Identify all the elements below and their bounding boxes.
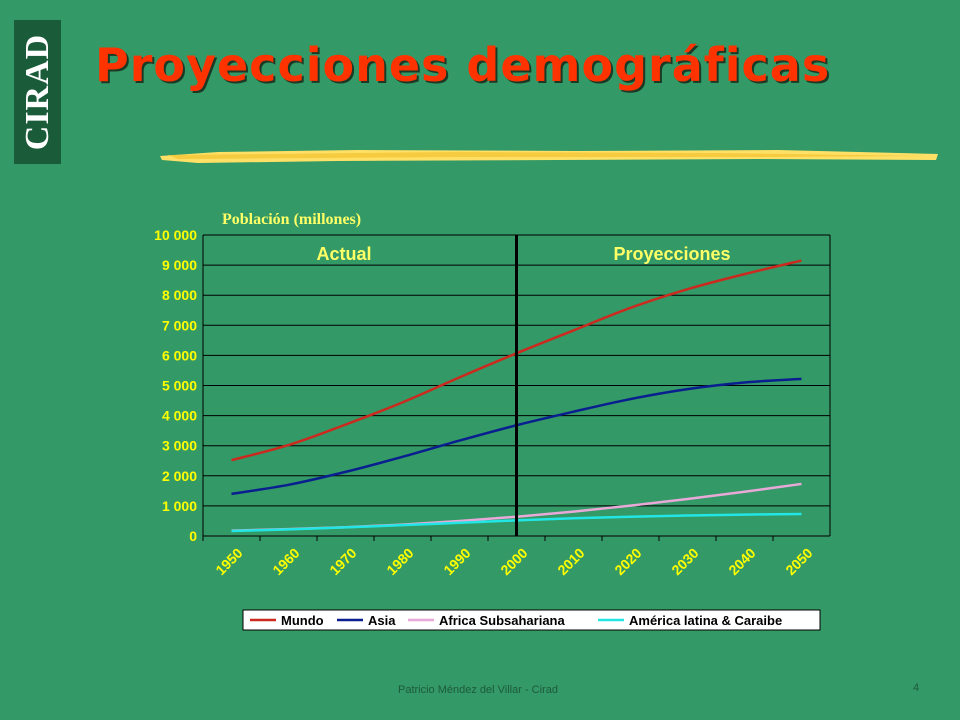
footer-author: Patricio Méndez del Villar - Cirad (398, 684, 558, 696)
x-tick-label: 2030 (668, 545, 701, 578)
x-tick-label: 2050 (782, 545, 815, 578)
annotation-proyecciones: Proyecciones (613, 244, 730, 264)
y-tick-label: 9 000 (162, 257, 197, 273)
y-tick-label: 6 000 (162, 347, 197, 363)
y-tick-label: 0 (189, 528, 197, 544)
y-tick-label: 3 000 (162, 438, 197, 454)
x-tick-label: 2010 (554, 545, 587, 578)
y-tick-label: 2 000 (162, 468, 197, 484)
annotation-actual: Actual (316, 244, 371, 264)
y-tick-label: 10 000 (154, 227, 197, 243)
legend-item-mundo: Mundo (281, 613, 324, 628)
x-tick-label: 2000 (497, 545, 530, 578)
x-tick-label: 2040 (725, 545, 758, 578)
y-axis-label: Población (millones) (222, 211, 361, 228)
x-tick-label: 2020 (611, 545, 644, 578)
y-tick-label: 8 000 (162, 287, 197, 303)
legend-item-asia: Asia (368, 613, 396, 628)
x-tick-label: 1950 (212, 545, 245, 578)
y-tick-label: 4 000 (162, 408, 197, 424)
title-underline-brushstroke (160, 150, 938, 163)
legend-item-africa: Africa Subsahariana (439, 613, 565, 628)
y-tick-label: 5 000 (162, 378, 197, 394)
x-tick-label: 1960 (269, 545, 302, 578)
legend-item-america-latina: América latina & Caraibe (629, 613, 782, 628)
page-number: 4 (913, 682, 920, 694)
slide-title: Proyecciones demográficas (95, 38, 831, 92)
cirad-logo: CIRAD (14, 20, 61, 164)
y-tick-label: 7 000 (162, 317, 197, 333)
x-tick-label: 1980 (383, 545, 416, 578)
legend-box (242, 609, 821, 631)
y-tick-label: 1 000 (162, 498, 197, 514)
x-tick-label: 1970 (326, 545, 359, 578)
x-tick-label: 1990 (440, 545, 473, 578)
